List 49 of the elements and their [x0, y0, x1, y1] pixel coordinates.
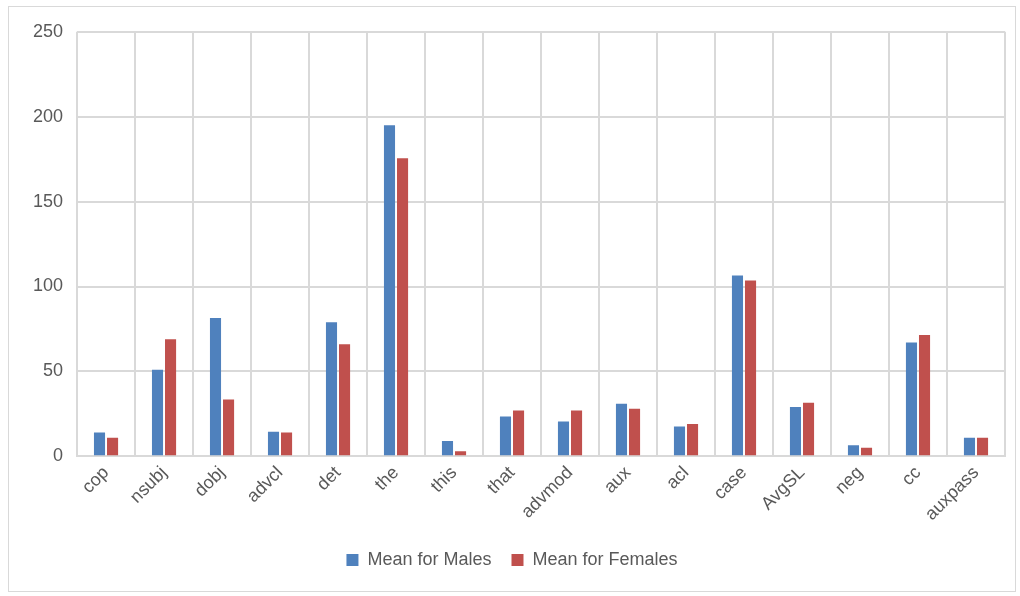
bar	[976, 437, 989, 456]
bar	[628, 408, 641, 456]
x-tick-label: cc	[897, 462, 925, 490]
x-tick-label: the	[370, 462, 403, 494]
bar	[281, 432, 293, 456]
x-tick-label: this	[426, 462, 461, 497]
bar	[860, 447, 873, 456]
bar	[963, 437, 976, 456]
y-tick-label: 150	[32, 190, 64, 211]
bar	[151, 369, 164, 456]
bar	[339, 344, 351, 456]
y-tick-label: 100	[32, 275, 64, 296]
bar	[744, 280, 757, 456]
bar	[107, 437, 119, 456]
x-tick-label: acl	[661, 462, 693, 493]
bar	[615, 403, 628, 456]
bar	[789, 407, 802, 456]
bar	[499, 416, 512, 456]
bar	[397, 158, 409, 456]
x-tick-label: neg	[830, 462, 867, 498]
x-tick-label: det	[312, 462, 345, 494]
bar	[325, 322, 338, 456]
bar	[383, 125, 396, 456]
y-tick-label: 200	[32, 105, 64, 126]
bar	[165, 339, 177, 456]
legend-label: Mean for Males	[367, 548, 492, 569]
bar	[905, 342, 918, 456]
bar	[267, 431, 280, 456]
bar	[847, 445, 860, 456]
bar	[802, 402, 815, 456]
bar	[93, 432, 106, 456]
x-tick-label: aux	[599, 462, 635, 497]
bar	[570, 410, 583, 456]
bar	[686, 424, 699, 456]
bar	[673, 426, 686, 456]
bar	[557, 421, 570, 456]
bar	[513, 410, 525, 456]
bar	[455, 451, 467, 456]
x-tick-label: that	[482, 462, 519, 498]
bar	[209, 317, 222, 456]
bar	[918, 334, 931, 456]
y-tick-label: 50	[43, 360, 64, 381]
legend-label: Mean for Females	[532, 548, 678, 569]
x-tick-label: cop	[77, 462, 113, 497]
bar	[223, 399, 235, 456]
y-tick-label: 250	[32, 20, 64, 41]
bar	[441, 441, 454, 456]
y-tick-label: 0	[53, 445, 64, 466]
bar	[731, 275, 744, 456]
